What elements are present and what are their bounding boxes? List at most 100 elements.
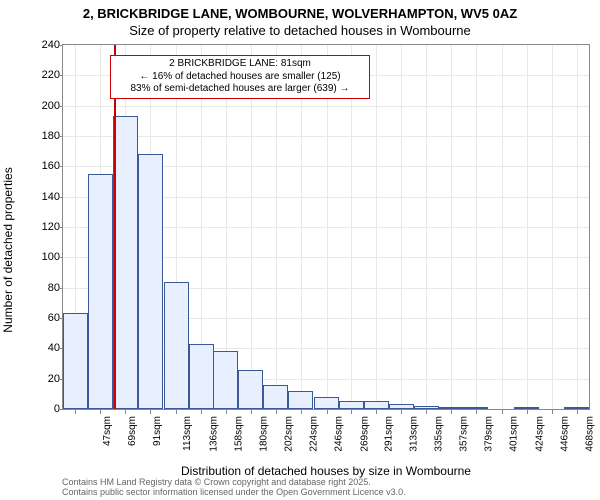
title-block: 2, BRICKBRIDGE LANE, WOMBOURNE, WOLVERHA…	[0, 6, 600, 40]
x-tick-mark	[226, 410, 227, 414]
histogram-bar	[164, 282, 189, 409]
y-tick-mark	[58, 379, 62, 380]
gridline-v	[451, 45, 452, 409]
x-tick-mark	[125, 410, 126, 414]
gridline-v	[376, 45, 377, 409]
x-tick-label: 180sqm	[258, 416, 269, 452]
x-tick-mark	[176, 410, 177, 414]
x-tick-label: 313sqm	[409, 416, 420, 452]
x-tick-label: 401sqm	[508, 416, 519, 452]
x-tick-label: 224sqm	[308, 416, 319, 452]
gridline-v	[251, 45, 252, 409]
x-tick-mark	[251, 410, 252, 414]
chart-container: 2, BRICKBRIDGE LANE, WOMBOURNE, WOLVERHA…	[0, 0, 600, 500]
y-tick-label: 60	[24, 312, 60, 324]
footnote: Contains HM Land Registry data © Crown c…	[62, 478, 590, 498]
y-tick-mark	[58, 288, 62, 289]
x-tick-mark	[451, 410, 452, 414]
x-tick-label: 269sqm	[359, 416, 370, 452]
annotation-line: 2 BRICKBRIDGE LANE: 81sqm	[116, 58, 364, 71]
y-tick-mark	[58, 409, 62, 410]
y-tick-mark	[58, 257, 62, 258]
gridline-v	[552, 45, 553, 409]
x-tick-mark	[527, 410, 528, 414]
y-tick-mark	[58, 348, 62, 349]
x-tick-mark	[502, 410, 503, 414]
x-tick-label: 468sqm	[584, 416, 595, 452]
x-tick-mark	[75, 410, 76, 414]
x-tick-label: 446sqm	[559, 416, 570, 452]
plot-area	[62, 44, 590, 410]
x-tick-mark	[426, 410, 427, 414]
y-tick-label: 0	[24, 403, 60, 415]
x-tick-label: 335sqm	[434, 416, 445, 452]
y-tick-label: 160	[24, 160, 60, 172]
histogram-bar	[63, 313, 88, 409]
y-tick-mark	[58, 75, 62, 76]
x-tick-label: 113sqm	[182, 416, 193, 451]
chart-title: 2, BRICKBRIDGE LANE, WOMBOURNE, WOLVERHA…	[0, 6, 600, 23]
histogram-bar	[314, 397, 339, 409]
histogram-bar	[263, 385, 288, 409]
histogram-bar	[463, 407, 488, 409]
y-tick-label: 40	[24, 342, 60, 354]
gridline-v	[426, 45, 427, 409]
x-tick-mark	[301, 410, 302, 414]
x-tick-label: 246sqm	[333, 416, 344, 452]
gridline-v	[577, 45, 578, 409]
y-tick-label: 140	[24, 191, 60, 203]
gridline-v	[502, 45, 503, 409]
x-tick-label: 424sqm	[534, 416, 545, 452]
gridline-v	[301, 45, 302, 409]
y-tick-mark	[58, 45, 62, 46]
chart-subtitle: Size of property relative to detached ho…	[0, 23, 600, 40]
y-tick-mark	[58, 197, 62, 198]
gridline-v	[527, 45, 528, 409]
x-tick-label: 291sqm	[384, 416, 395, 452]
x-tick-mark	[100, 410, 101, 414]
footnote-line: Contains public sector information licen…	[62, 488, 590, 498]
x-tick-label: 47sqm	[102, 416, 113, 446]
histogram-bar	[514, 407, 539, 409]
annotation-box: 2 BRICKBRIDGE LANE: 81sqm ← 16% of detac…	[110, 55, 370, 99]
histogram-bar	[138, 154, 163, 409]
gridline-v	[351, 45, 352, 409]
y-axis-label: Number of detached properties	[1, 167, 15, 332]
y-tick-label: 180	[24, 130, 60, 142]
x-tick-mark	[577, 410, 578, 414]
histogram-bar	[113, 116, 138, 409]
x-tick-label: 91sqm	[152, 416, 163, 446]
x-tick-mark	[201, 410, 202, 414]
y-tick-mark	[58, 318, 62, 319]
x-tick-mark	[327, 410, 328, 414]
x-axis-label: Distribution of detached houses by size …	[62, 464, 590, 478]
x-tick-mark	[476, 410, 477, 414]
y-tick-label: 80	[24, 282, 60, 294]
x-tick-mark	[276, 410, 277, 414]
histogram-bar	[189, 344, 214, 409]
x-tick-mark	[376, 410, 377, 414]
y-tick-mark	[58, 136, 62, 137]
y-tick-label: 200	[24, 100, 60, 112]
x-tick-label: 136sqm	[209, 416, 220, 452]
x-tick-mark	[351, 410, 352, 414]
histogram-bar	[238, 370, 263, 409]
gridline-v	[476, 45, 477, 409]
gridline-v	[276, 45, 277, 409]
x-tick-label: 202sqm	[283, 416, 294, 452]
gridline-v	[401, 45, 402, 409]
y-tick-label: 120	[24, 221, 60, 233]
y-tick-label: 220	[24, 69, 60, 81]
y-tick-label: 20	[24, 373, 60, 385]
x-tick-label: 69sqm	[127, 416, 138, 446]
y-tick-label: 100	[24, 251, 60, 263]
annotation-line: 83% of semi-detached houses are larger (…	[116, 83, 364, 96]
histogram-bar	[389, 404, 414, 409]
gridline-v	[327, 45, 328, 409]
y-tick-mark	[58, 227, 62, 228]
histogram-bar	[439, 407, 464, 409]
histogram-bar	[364, 401, 389, 409]
histogram-bar	[288, 391, 313, 409]
x-tick-mark	[552, 410, 553, 414]
histogram-bar	[414, 406, 439, 409]
